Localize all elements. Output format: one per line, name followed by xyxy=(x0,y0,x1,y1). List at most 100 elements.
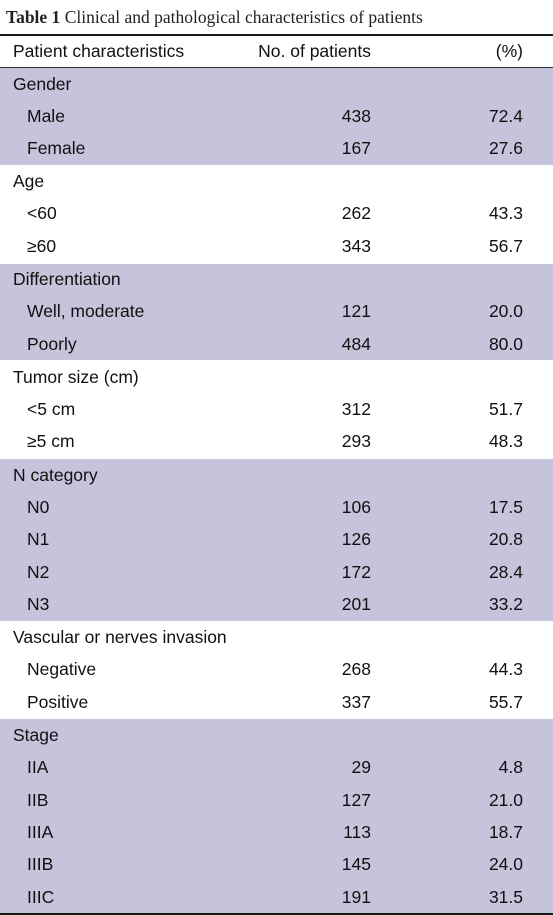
category-row: N category xyxy=(0,459,553,492)
row-percent: 55.7 xyxy=(371,686,553,719)
table-caption: Table 1 Clinical and pathological charac… xyxy=(0,0,553,34)
group-separator xyxy=(0,164,553,166)
group-separator xyxy=(0,360,553,362)
row-percent: 20.8 xyxy=(371,523,553,556)
category-title: Stage xyxy=(0,719,253,752)
table-row: Poorly 484 80.0 xyxy=(0,327,553,361)
table-row: IIIB 145 24.0 xyxy=(0,848,553,882)
row-percent: 18.7 xyxy=(371,816,553,849)
row-count: 438 xyxy=(253,100,371,133)
row-percent: 21.0 xyxy=(371,783,553,817)
group-separator xyxy=(0,620,553,622)
header-percent: (%) xyxy=(371,36,553,67)
row-percent: 31.5 xyxy=(371,881,553,914)
characteristics-table: Patient characteristics No. of patients … xyxy=(0,36,553,914)
row-percent: 4.8 xyxy=(371,751,553,784)
table-row: <60 262 43.3 xyxy=(0,197,553,231)
row-percent: 20.0 xyxy=(371,295,553,328)
row-count: 293 xyxy=(253,425,371,459)
row-label: ≥60 xyxy=(0,230,253,263)
category-title: Gender xyxy=(0,68,253,100)
caption-text: Clinical and pathological characteristic… xyxy=(64,7,423,27)
row-count: 268 xyxy=(253,653,371,687)
row-count: 191 xyxy=(253,881,371,914)
top-rule xyxy=(0,34,553,36)
row-label: IIB xyxy=(0,783,253,817)
category-title: N category xyxy=(0,459,253,492)
category-row: Differentiation xyxy=(0,263,553,296)
row-label: ≥5 cm xyxy=(0,425,253,459)
table-row: IIA 29 4.8 xyxy=(0,751,553,784)
row-label: <60 xyxy=(0,197,253,231)
row-count: 106 xyxy=(253,491,371,524)
row-count: 337 xyxy=(253,686,371,719)
category-title: Tumor size (cm) xyxy=(0,361,253,394)
row-count: 172 xyxy=(253,555,371,589)
row-label: Positive xyxy=(0,686,253,719)
row-label: N2 xyxy=(0,555,253,589)
row-label: IIA xyxy=(0,751,253,784)
row-label: <5 cm xyxy=(0,393,253,426)
table-row: Well, moderate 121 20.0 xyxy=(0,295,553,328)
row-percent: 17.5 xyxy=(371,491,553,524)
header-row: Patient characteristics No. of patients … xyxy=(0,36,553,67)
row-label: N1 xyxy=(0,523,253,556)
row-label: IIIA xyxy=(0,816,253,849)
table-row: <5 cm 312 51.7 xyxy=(0,393,553,426)
table-row: Male 438 72.4 xyxy=(0,100,553,133)
row-label: IIIC xyxy=(0,881,253,914)
row-count: 145 xyxy=(253,848,371,882)
group-separator xyxy=(0,458,553,460)
table-row: IIIA 113 18.7 xyxy=(0,816,553,849)
row-percent: 33.2 xyxy=(371,588,553,621)
group-separator xyxy=(0,718,553,720)
header-count: No. of patients xyxy=(253,36,371,67)
row-count: 113 xyxy=(253,816,371,849)
row-count: 126 xyxy=(253,523,371,556)
row-label: Poorly xyxy=(0,327,253,361)
row-count: 121 xyxy=(253,295,371,328)
header-characteristics: Patient characteristics xyxy=(0,36,253,67)
row-percent: 56.7 xyxy=(371,230,553,263)
row-label: Well, moderate xyxy=(0,295,253,328)
category-title: Vascular or nerves invasion xyxy=(0,621,253,654)
caption-label: Table 1 xyxy=(6,7,61,27)
row-percent: 43.3 xyxy=(371,197,553,231)
row-percent: 44.3 xyxy=(371,653,553,687)
table-row: Negative 268 44.3 xyxy=(0,653,553,687)
row-count: 127 xyxy=(253,783,371,817)
row-label: Female xyxy=(0,132,253,165)
category-title: Differentiation xyxy=(0,263,253,296)
category-row: Tumor size (cm) xyxy=(0,361,553,394)
row-label: Male xyxy=(0,100,253,133)
row-percent: 51.7 xyxy=(371,393,553,426)
row-count: 29 xyxy=(253,751,371,784)
row-count: 312 xyxy=(253,393,371,426)
row-percent: 27.6 xyxy=(371,132,553,165)
table-row: IIB 127 21.0 xyxy=(0,783,553,817)
row-percent: 72.4 xyxy=(371,100,553,133)
category-title: Age xyxy=(0,165,253,198)
group-separator xyxy=(0,262,553,264)
header-rule xyxy=(0,67,553,68)
row-label: IIIB xyxy=(0,848,253,882)
category-row: Gender xyxy=(0,68,553,100)
row-percent: 48.3 xyxy=(371,425,553,459)
category-row: Age xyxy=(0,165,553,198)
table-row: ≥5 cm 293 48.3 xyxy=(0,425,553,459)
row-label: N0 xyxy=(0,491,253,524)
table-row: N2 172 28.4 xyxy=(0,555,553,589)
row-count: 167 xyxy=(253,132,371,165)
table-row: ≥60 343 56.7 xyxy=(0,230,553,263)
row-count: 201 xyxy=(253,588,371,621)
table-row: N0 106 17.5 xyxy=(0,491,553,524)
row-label: Negative xyxy=(0,653,253,687)
table-row: Female 167 27.6 xyxy=(0,132,553,165)
table-row: N3 201 33.2 xyxy=(0,588,553,621)
category-row: Stage xyxy=(0,719,553,752)
row-percent: 24.0 xyxy=(371,848,553,882)
row-count: 484 xyxy=(253,327,371,361)
row-count: 343 xyxy=(253,230,371,263)
row-percent: 80.0 xyxy=(371,327,553,361)
